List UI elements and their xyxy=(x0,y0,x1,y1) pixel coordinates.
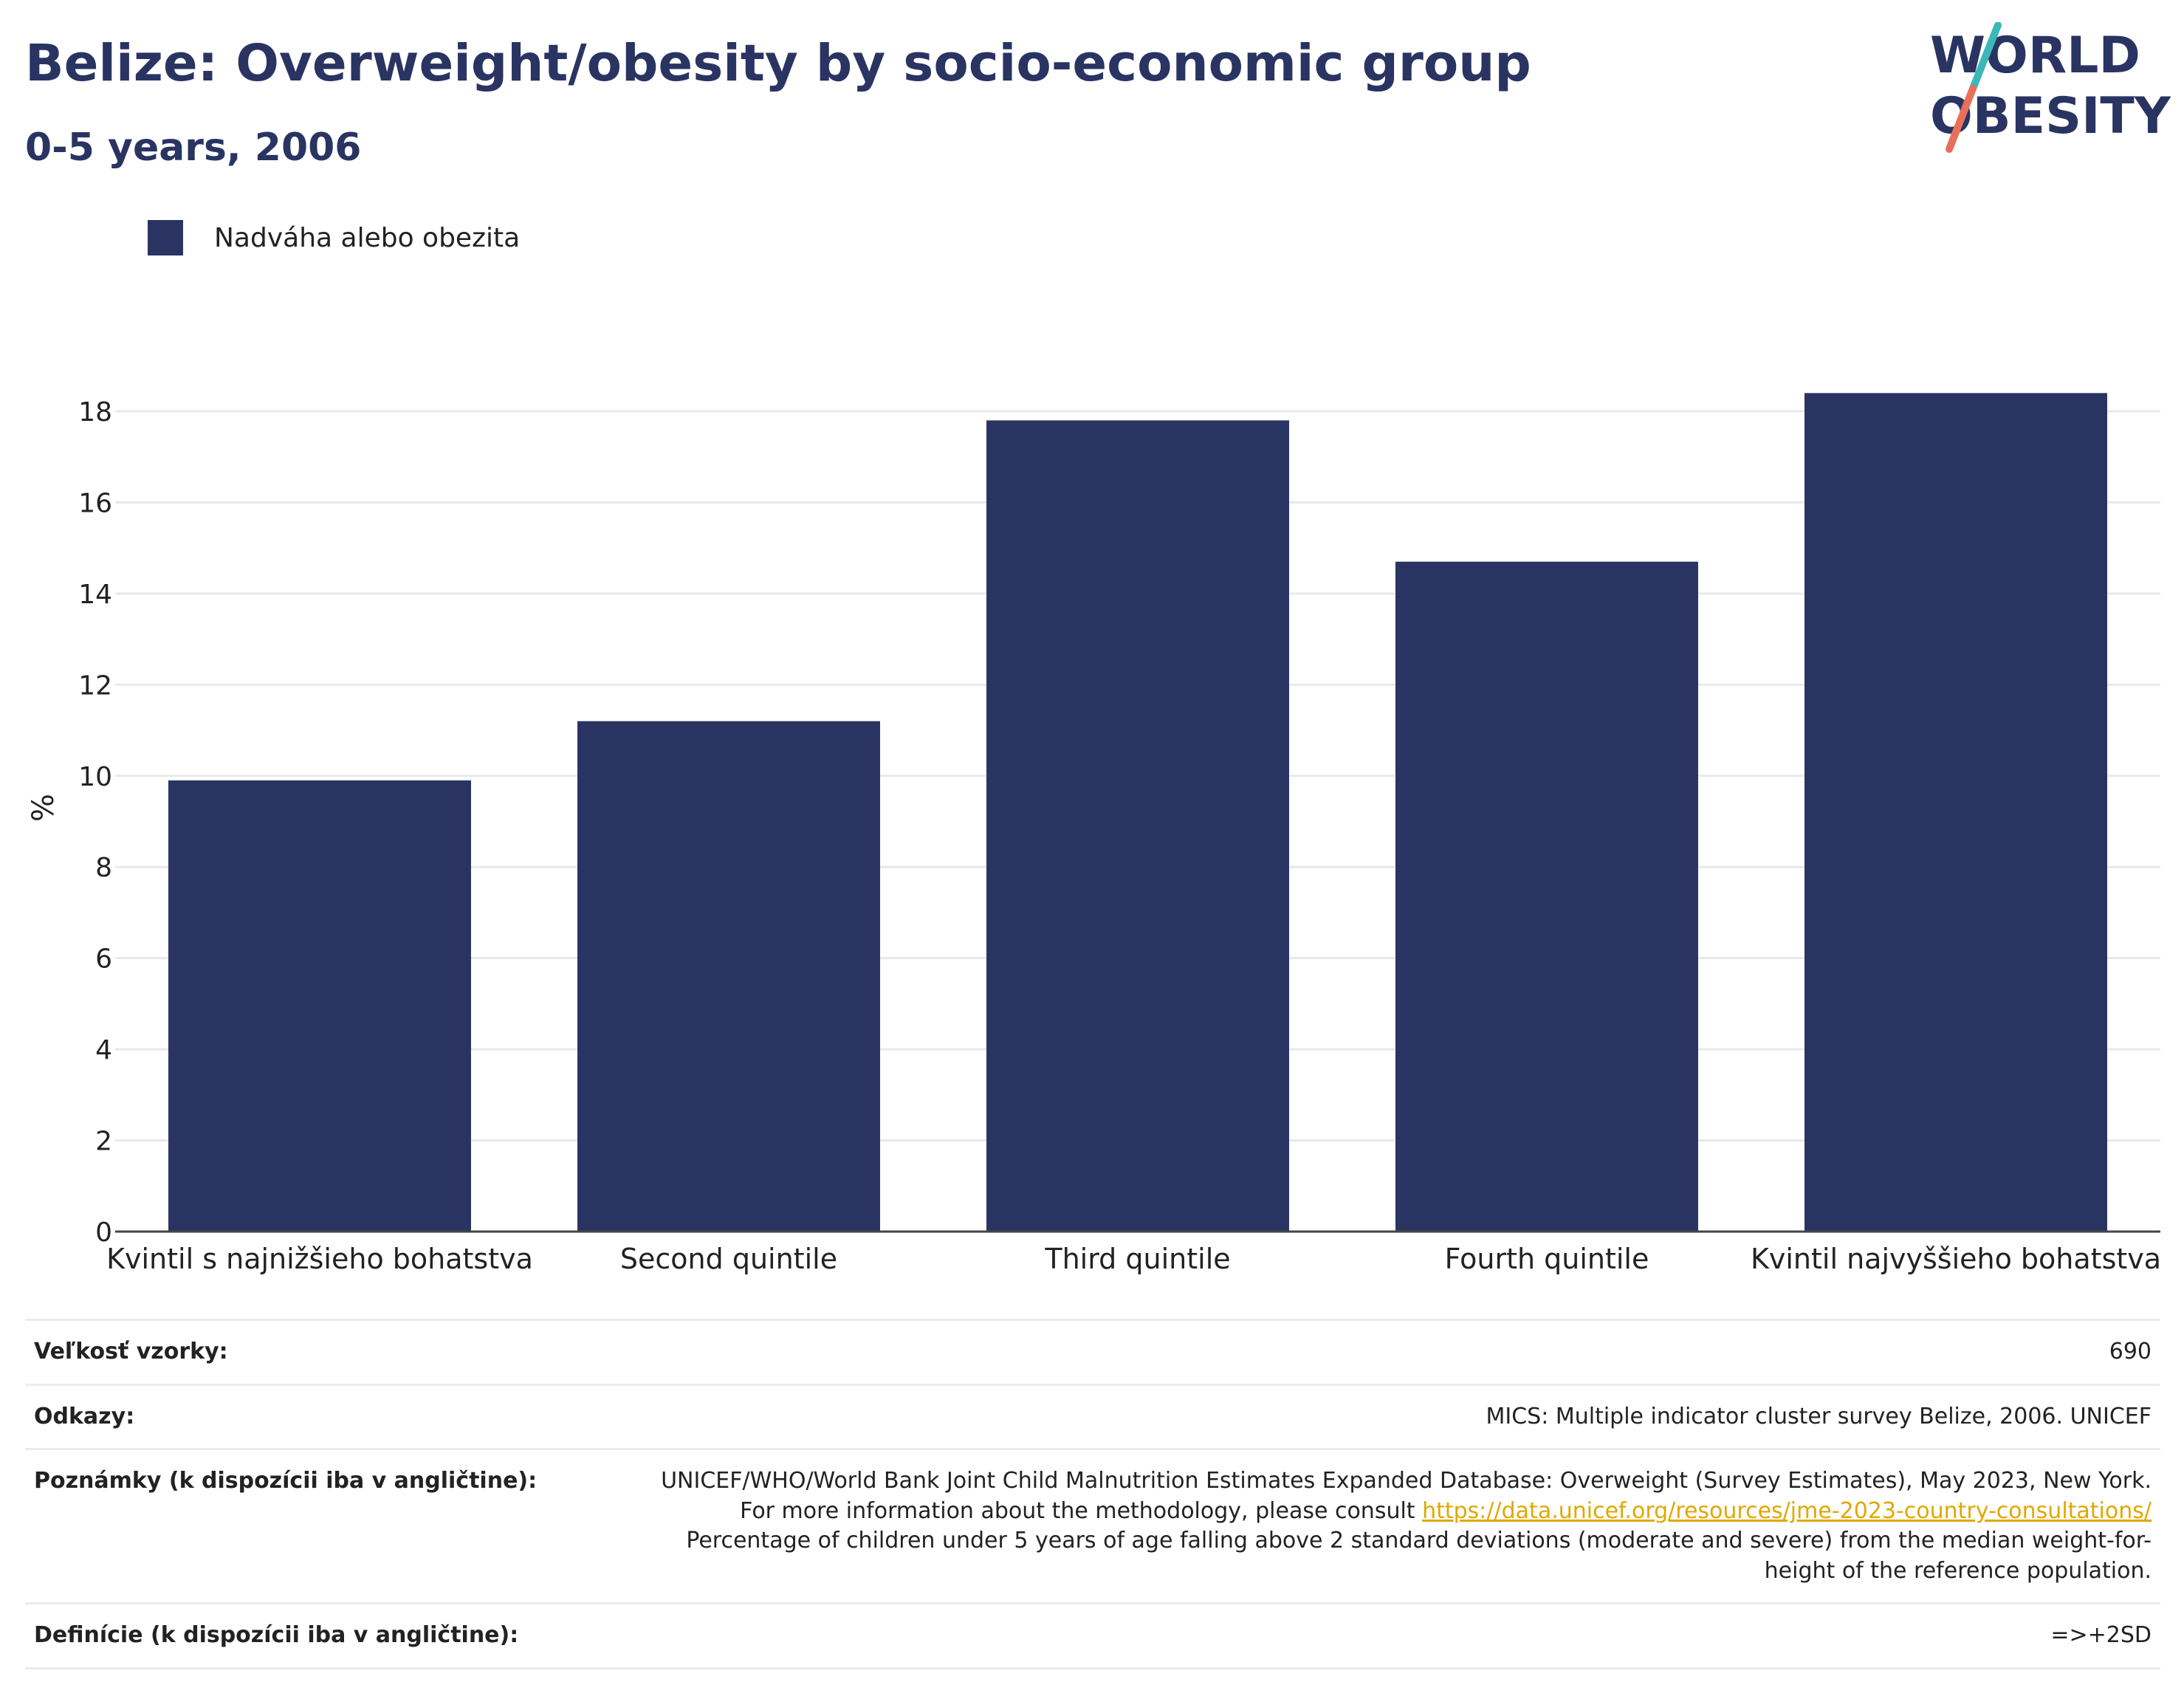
logo-slash-teal xyxy=(1969,22,2002,92)
page-title: Belize: Overweight/obesity by socio-econ… xyxy=(25,34,1531,93)
x-tick-label: Kvintil najvyššieho bohatstva xyxy=(1751,1243,2161,1275)
y-tick-label: 18 xyxy=(78,397,112,428)
notes-value: UNICEF/WHO/World Bank Joint Child Malnut… xyxy=(619,1448,2160,1604)
y-tick-label: 4 xyxy=(95,1035,112,1065)
y-axis-label: % xyxy=(27,794,61,822)
y-tick-label: 14 xyxy=(78,580,112,610)
bar xyxy=(577,721,880,1232)
legend-label: Nadváha alebo obezita xyxy=(214,222,521,253)
logo-slash-coral xyxy=(1946,85,1977,153)
notes-text-1: UNICEF/WHO/World Bank Joint Child Malnut… xyxy=(661,1468,2152,1524)
refs-label: Odkazy: xyxy=(25,1383,619,1449)
defs-value: =>+2SD xyxy=(619,1602,2160,1669)
page-subtitle: 0-5 years, 2006 xyxy=(25,126,362,170)
notes-row: Poznámky (k dispozícii iba v angličtine)… xyxy=(25,1448,2160,1604)
sample-row: Veľkosť vzorky: 690 xyxy=(25,1319,2160,1384)
world-obesity-logo: WORLD OBESITY xyxy=(1930,22,2171,153)
y-tick-label: 12 xyxy=(78,670,112,701)
legend-swatch xyxy=(148,220,183,255)
y-tick-label: 0 xyxy=(95,1218,112,1248)
bars xyxy=(168,393,2107,1232)
x-tick-label: Kvintil s najnižšieho bohatstva xyxy=(106,1243,533,1275)
logo-line1: WORLD xyxy=(1930,27,2140,85)
axis-labels: 0 2 4 6 8 10 12 14 16 18 Kvintil s najnižšieho boh… xyxy=(27,397,2161,1275)
y-tick-label: 2 xyxy=(95,1127,112,1157)
x-tick-label: Fourth quintile xyxy=(1445,1243,1649,1275)
y-tick-label: 10 xyxy=(78,762,112,792)
x-tick-label: Third quintile xyxy=(1044,1243,1230,1275)
notes-label: Poznámky (k dispozícii iba v angličtine)… xyxy=(25,1448,619,1604)
refs-value: MICS: Multiple indicator cluster survey … xyxy=(619,1383,2160,1449)
sample-value: 690 xyxy=(619,1319,2160,1384)
refs-row: Odkazy: MICS: Multiple indicator cluster… xyxy=(25,1383,2160,1449)
notes-text-2: Percentage of children under 5 years of … xyxy=(686,1528,2152,1584)
y-tick-label: 8 xyxy=(95,853,112,883)
y-tick-label: 6 xyxy=(95,944,112,975)
defs-label: Definície (k dispozícii iba v angličtine… xyxy=(25,1602,619,1669)
bar xyxy=(168,780,471,1232)
bar-chart: 0 2 4 6 8 10 12 14 16 18 Kvintil s najnižšieho boh… xyxy=(27,393,2161,1275)
sample-label: Veľkosť vzorky: xyxy=(25,1319,619,1384)
bar xyxy=(1804,393,2107,1232)
chart-legend: Nadváha alebo obezita xyxy=(148,220,520,255)
x-tick-label: Second quintile xyxy=(620,1243,837,1275)
notes-link[interactable]: https://data.unicef.org/resources/jme-20… xyxy=(1422,1497,2152,1524)
bar xyxy=(1395,561,1698,1232)
info-table: Veľkosť vzorky: 690 Odkazy: MICS: Multip… xyxy=(25,1319,2160,1669)
y-tick-label: 16 xyxy=(78,488,112,518)
defs-row: Definície (k dispozícii iba v angličtine… xyxy=(25,1602,2160,1669)
bar xyxy=(986,420,1289,1232)
